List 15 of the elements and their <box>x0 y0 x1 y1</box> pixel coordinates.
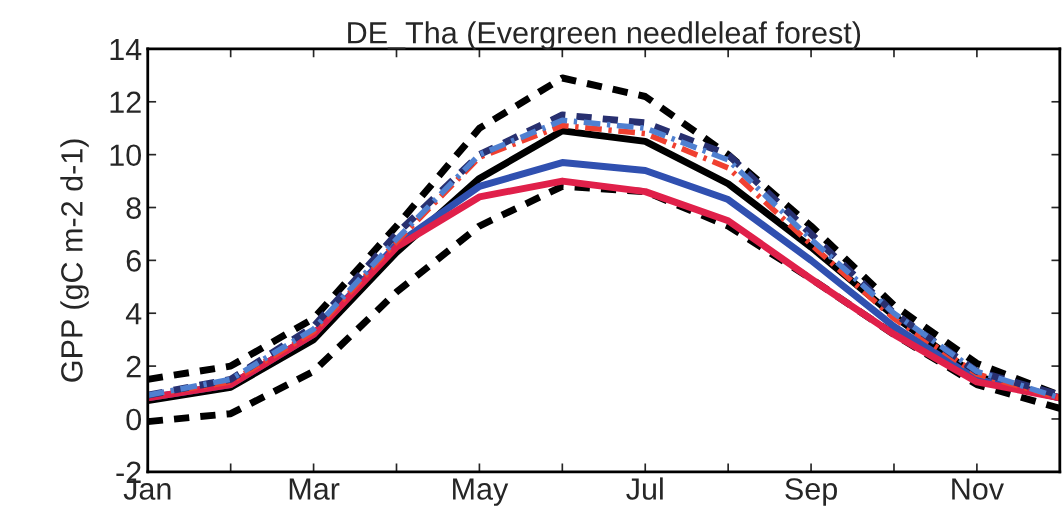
x-tick-label: Nov <box>952 478 1004 500</box>
y-tick-label: 2 <box>126 355 141 378</box>
chart-title: DE_Tha (Evergreen needleleaf forest) <box>348 21 861 50</box>
y-axis-title: GPP (gC m-2 d-1) <box>60 139 89 382</box>
x-tick-label: Jul <box>626 477 663 500</box>
y-tick-label: 8 <box>126 197 141 219</box>
y-tick-label: 14 <box>110 38 142 60</box>
y-tick-label: 12 <box>110 91 141 113</box>
y-tick-label: 6 <box>126 250 141 272</box>
y-tick-label: 10 <box>110 144 142 167</box>
x-tick-label: May <box>453 478 509 506</box>
x-tick-label: Sep <box>785 478 837 506</box>
y-tick-label: 0 <box>126 408 142 431</box>
x-tick-label: Mar <box>289 478 340 500</box>
y-tick-label: 4 <box>125 303 142 325</box>
